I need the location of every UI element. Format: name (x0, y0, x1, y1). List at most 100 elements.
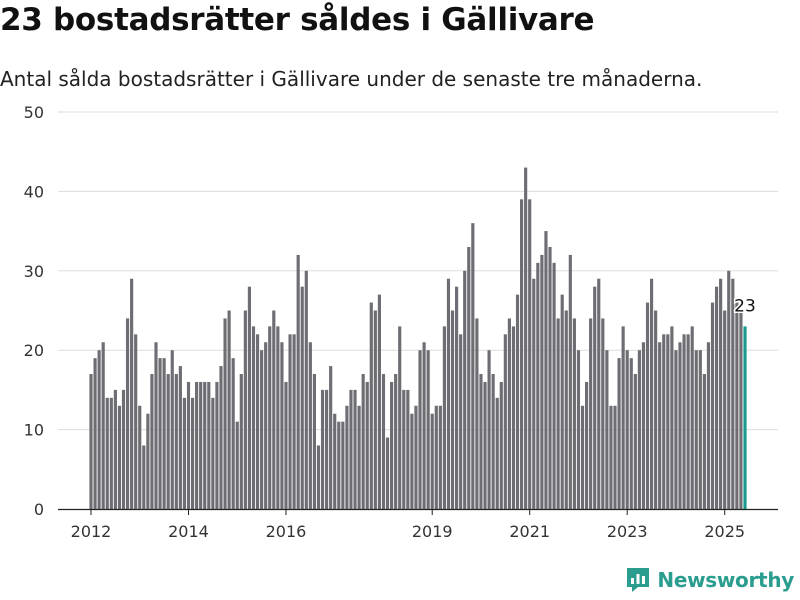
bar (390, 381, 394, 509)
bar (434, 405, 438, 509)
bar (666, 334, 670, 509)
bar (528, 199, 532, 509)
bar (333, 413, 337, 509)
bar (520, 199, 524, 509)
bar (381, 374, 386, 509)
bar (97, 350, 101, 509)
bar (641, 342, 646, 509)
bar (511, 326, 516, 509)
bar (593, 286, 597, 509)
bar (312, 374, 316, 509)
bar (101, 342, 105, 509)
bar (625, 350, 629, 509)
bar (670, 326, 674, 509)
bar (195, 381, 199, 509)
highlight-data-label: 23 (734, 296, 756, 316)
bar (138, 405, 142, 509)
bar (320, 389, 325, 509)
bar (544, 231, 548, 509)
bar (134, 334, 138, 509)
bar (515, 294, 520, 509)
data-labels: 23 (733, 295, 758, 318)
bar (499, 381, 503, 509)
bar (576, 350, 581, 509)
bar (264, 342, 268, 509)
bar (532, 278, 536, 509)
bar (446, 278, 451, 509)
bar (190, 397, 195, 509)
bar (89, 374, 93, 509)
bar (223, 318, 227, 509)
bar (357, 405, 361, 509)
bar (450, 310, 455, 509)
bar (690, 326, 694, 509)
bar (255, 334, 260, 509)
bar (479, 374, 483, 509)
bar (719, 278, 723, 509)
bars (89, 167, 747, 510)
y-tick-label: 40 (24, 182, 44, 201)
bar (617, 358, 621, 509)
bar (219, 366, 223, 509)
bar (93, 358, 97, 509)
bar (247, 286, 252, 509)
x-tick-label: 2025 (704, 522, 745, 541)
bar (369, 302, 373, 509)
bar (548, 246, 552, 510)
bar (552, 262, 556, 509)
y-tick-label: 30 (24, 262, 44, 281)
bar (662, 334, 666, 509)
x-tick-label: 2014 (168, 522, 209, 541)
bar (694, 350, 698, 509)
bar (199, 381, 203, 509)
bar (406, 389, 410, 509)
bar (182, 397, 187, 509)
bar (158, 358, 162, 509)
bar (658, 342, 662, 509)
bar (495, 397, 499, 509)
bar (487, 350, 491, 509)
bar (341, 421, 345, 509)
bar (215, 381, 219, 509)
bar (455, 286, 459, 509)
bar (166, 374, 170, 509)
bar (243, 310, 247, 509)
brand-name: Newsworthy (657, 568, 794, 592)
bar (109, 397, 113, 509)
bar (564, 310, 568, 509)
bar (130, 278, 134, 509)
bar (438, 405, 442, 509)
bar (251, 326, 256, 509)
bar (430, 413, 434, 509)
bar (682, 334, 686, 509)
bar (345, 405, 349, 509)
bar (377, 294, 381, 509)
bar (398, 326, 402, 509)
bar (524, 167, 528, 509)
bar-highlighted (743, 326, 747, 509)
bar (150, 374, 154, 509)
bar (568, 254, 572, 509)
bar (117, 405, 122, 509)
bar (507, 318, 511, 509)
bar (121, 389, 126, 509)
bar (467, 246, 471, 510)
bar (385, 437, 390, 509)
bar (483, 381, 487, 509)
y-tick-label: 20 (24, 341, 44, 360)
bar (442, 326, 446, 509)
bar (349, 389, 353, 509)
x-tick-label: 2012 (71, 522, 112, 541)
bar (272, 310, 276, 509)
bar (284, 381, 288, 509)
bar (463, 270, 467, 509)
y-tick-label: 0 (34, 500, 44, 519)
bar (605, 350, 609, 509)
bar (239, 374, 243, 509)
bar (231, 358, 235, 509)
bar (621, 326, 625, 509)
bar (142, 445, 146, 509)
bar (337, 421, 341, 509)
bar (414, 405, 418, 509)
